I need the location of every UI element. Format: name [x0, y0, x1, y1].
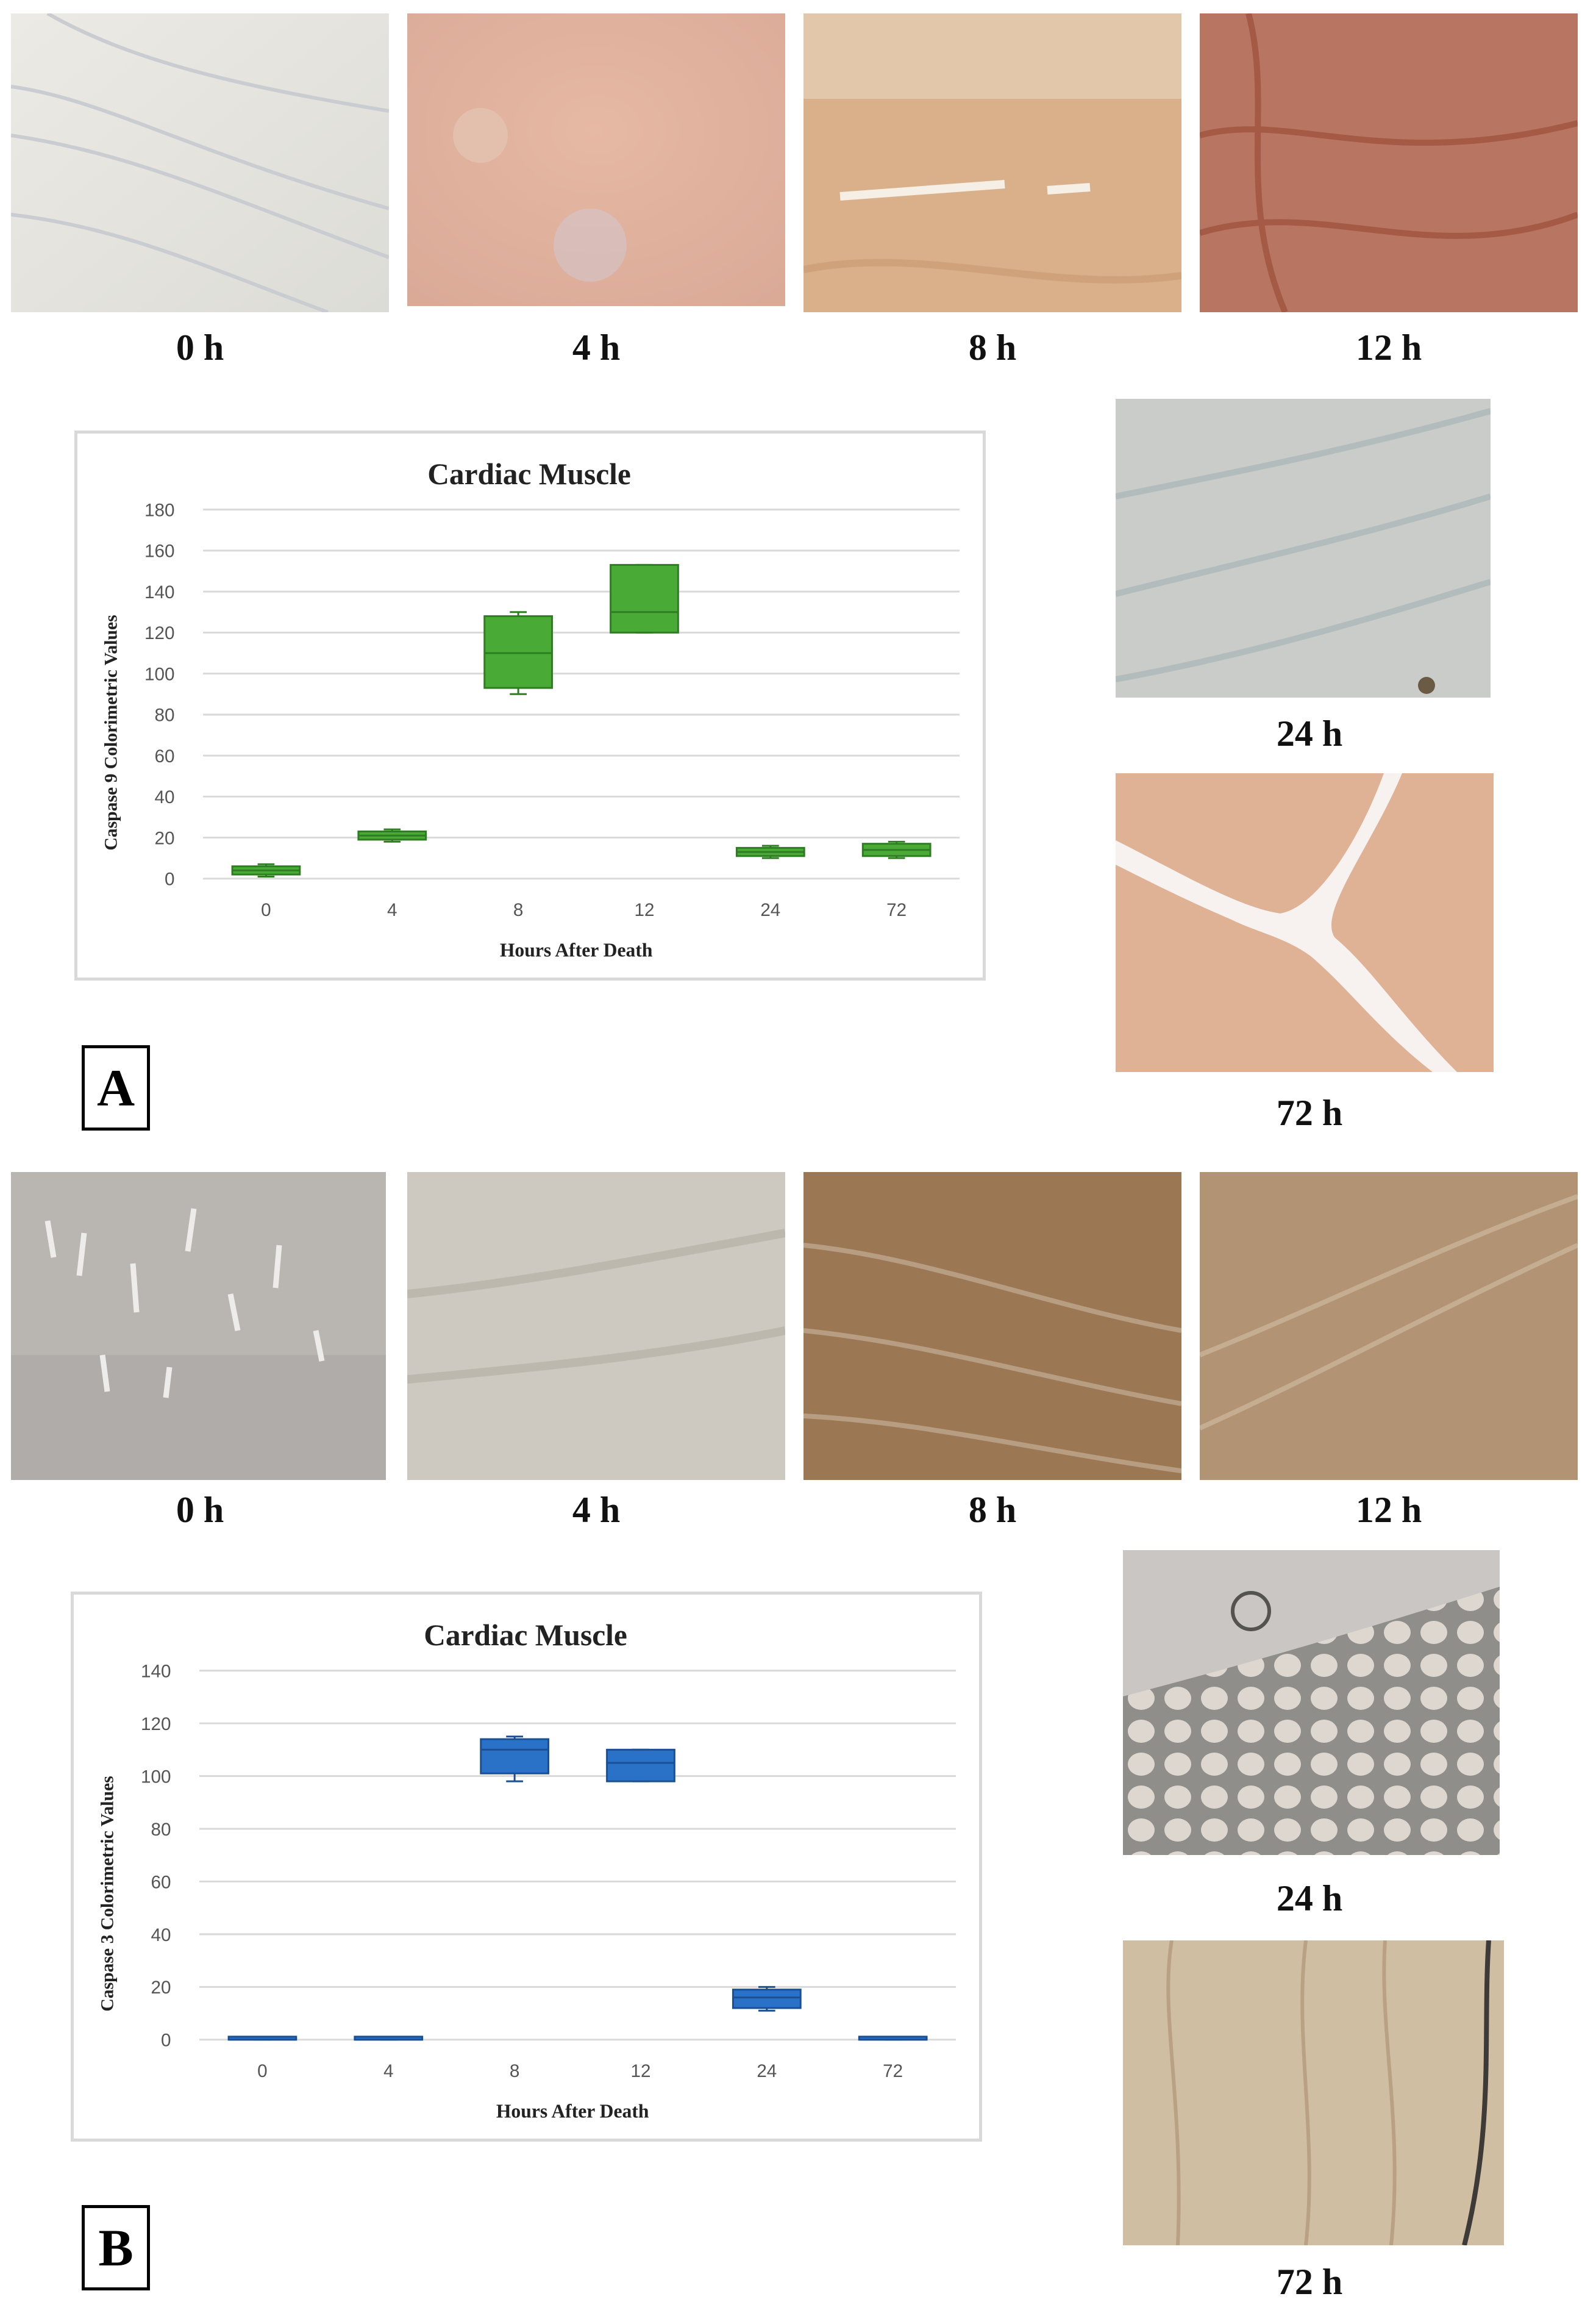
chart-b-xtick-0: 0 — [257, 2061, 267, 2081]
chart-b-box-rect-12 — [606, 1748, 675, 1782]
panel-letter-b: B — [82, 2205, 150, 2290]
chart-b-box-0 — [227, 2036, 297, 2041]
micrograph-b-12h — [1200, 1172, 1578, 1480]
time-label-a-4h: 4 h — [572, 327, 621, 368]
chart-a-xtick-72: 72 — [886, 900, 907, 920]
chart-a-ytick-2: 40 — [155, 787, 175, 807]
chart-a-xlabel: Hours After Death — [500, 939, 653, 960]
chart-a-xtick-12: 12 — [634, 900, 654, 920]
panel-letter-a: A — [82, 1045, 150, 1131]
chart-a-ylabel: Caspase 9 Colorimetric Values — [102, 615, 121, 850]
chart-b-ytick-4: 80 — [151, 1820, 171, 1840]
chart-a-box-24 — [735, 845, 805, 859]
chart-a: Cardiac Muscle 0 20 40 60 80 100 120 140 160 180 … — [74, 431, 986, 981]
time-label-b-8h: 8 h — [968, 1490, 1017, 1530]
chart-b-ytick-0: 0 — [161, 2031, 171, 2051]
chart-b-xtick-24: 24 — [757, 2061, 777, 2081]
time-label-a-24h: 24 h — [1276, 713, 1343, 754]
micrograph-b-0h — [11, 1172, 386, 1480]
chart-b-xtick-72: 72 — [883, 2061, 903, 2081]
chart-b: Cardiac Muscle 0 20 40 60 80 100 120 140 0 4 8 12 2… — [71, 1592, 982, 2142]
chart-b-box-72 — [858, 2036, 928, 2041]
chart-b-box-12 — [606, 1748, 675, 1782]
micrograph-a-8h — [803, 13, 1181, 312]
time-label-b-24h: 24 h — [1276, 1878, 1343, 1918]
chart-b-box-4 — [354, 2036, 424, 2041]
chart-a-xtick-0: 0 — [261, 900, 271, 920]
chart-b-box-24 — [732, 1986, 802, 2012]
chart-a-ytick-1: 20 — [155, 828, 175, 848]
micrograph-a-12h — [1200, 13, 1578, 312]
chart-b-svg: Cardiac Muscle 0 20 40 60 80 100 120 140 0 4 8 12 2… — [98, 1618, 957, 2121]
chart-a-box-rect-12 — [610, 563, 679, 634]
micrograph-a-4h — [407, 13, 785, 306]
chart-b-title: Cardiac Muscle — [424, 1618, 627, 1652]
time-label-a-0h: 0 h — [176, 327, 224, 368]
chart-a-ytick-7: 140 — [144, 582, 174, 602]
micrograph-b-8h — [803, 1172, 1181, 1480]
chart-b-ytick-1: 20 — [151, 1978, 171, 1998]
chart-b-box-rect-8 — [480, 1738, 549, 1775]
micrograph-b-4h — [407, 1172, 785, 1480]
chart-a-box-72 — [861, 840, 932, 859]
time-label-b-72h: 72 h — [1276, 2262, 1343, 2302]
chart-a-ytick-9: 180 — [144, 500, 174, 520]
chart-b-box-rect-24 — [732, 1989, 802, 2009]
time-label-b-4h: 4 h — [572, 1490, 621, 1530]
chart-b-ytick-5: 100 — [141, 1767, 171, 1787]
chart-a-box-12 — [610, 563, 679, 634]
chart-b-ytick-6: 120 — [141, 1714, 171, 1734]
micrograph-a-24h — [1116, 399, 1491, 698]
time-label-a-12h: 12 h — [1355, 327, 1422, 368]
chart-a-box-rect-8 — [483, 615, 553, 689]
chart-a-xtick-8: 8 — [513, 900, 524, 920]
chart-b-xtick-12: 12 — [630, 2061, 650, 2081]
micrograph-b-24h — [1123, 1550, 1500, 1855]
chart-b-ytick-3: 60 — [151, 1872, 171, 1892]
chart-a-box-8 — [483, 611, 553, 695]
chart-a-ytick-8: 160 — [144, 542, 174, 562]
time-label-b-0h: 0 h — [176, 1490, 224, 1530]
chart-a-xtick-4: 4 — [387, 900, 397, 920]
chart-b-box-8 — [480, 1735, 549, 1782]
chart-a-box-4 — [357, 828, 427, 843]
micrograph-a-0h — [11, 13, 389, 312]
chart-a-ytick-0: 0 — [165, 870, 175, 890]
chart-b-ytick-7: 140 — [141, 1661, 171, 1681]
chart-a-ytick-3: 60 — [155, 746, 175, 767]
chart-b-ylabel: Caspase 3 Colorimetric Values — [98, 1776, 118, 2011]
chart-b-xtick-4: 4 — [383, 2061, 394, 2081]
chart-a-ytick-4: 80 — [155, 706, 175, 726]
chart-a-svg: Cardiac Muscle 020406080100120140160180 … — [102, 457, 960, 960]
time-label-a-72h: 72 h — [1276, 1093, 1343, 1133]
time-label-a-8h: 8 h — [968, 327, 1017, 368]
micrograph-b-72h — [1123, 1940, 1504, 2245]
chart-b-ytick-2: 40 — [151, 1925, 171, 1945]
time-label-b-12h: 12 h — [1355, 1490, 1422, 1530]
chart-a-box-0 — [231, 863, 301, 878]
chart-a-title: Cardiac Muscle — [427, 457, 631, 491]
micrograph-a-72h — [1116, 773, 1494, 1072]
chart-b-xlabel: Hours After Death — [496, 2100, 649, 2121]
chart-a-ytick-5: 100 — [144, 664, 174, 684]
chart-a-xtick-24: 24 — [760, 900, 780, 920]
chart-a-ytick-6: 120 — [144, 623, 174, 643]
chart-b-xtick-8: 8 — [510, 2061, 520, 2081]
